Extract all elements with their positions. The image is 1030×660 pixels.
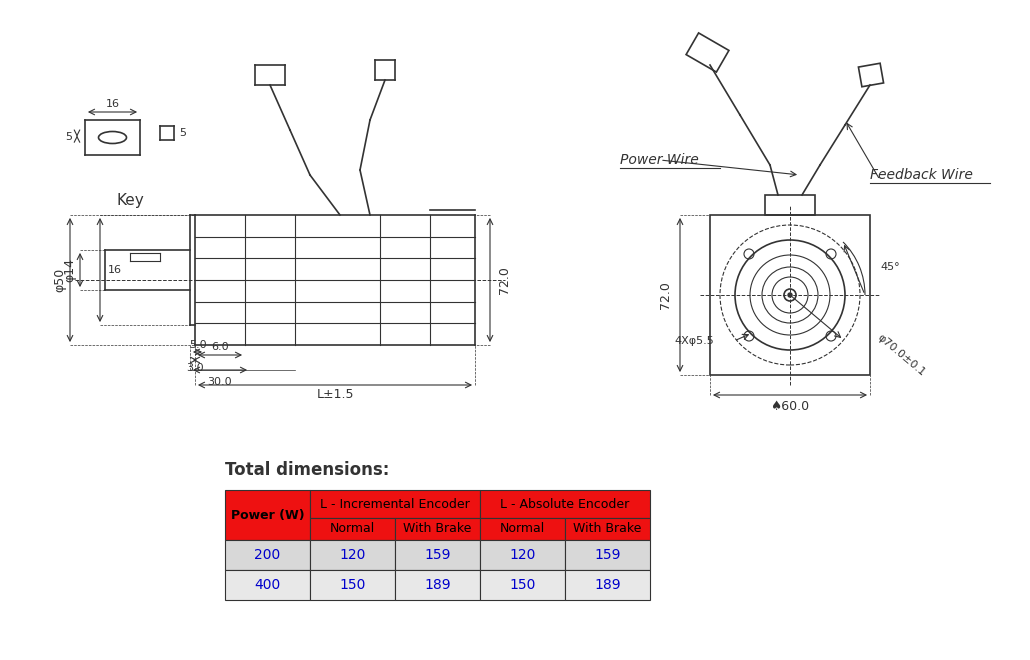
Text: With Brake: With Brake — [404, 523, 472, 535]
Text: ♠60.0: ♠60.0 — [770, 401, 810, 414]
Text: 30.0: 30.0 — [208, 377, 233, 387]
Text: 150: 150 — [339, 578, 366, 592]
Bar — [565, 540, 650, 570]
Bar — [480, 570, 565, 600]
Bar — [310, 518, 394, 540]
Text: 5: 5 — [179, 128, 186, 138]
Text: 159: 159 — [594, 548, 621, 562]
Bar — [310, 570, 394, 600]
Ellipse shape — [99, 131, 127, 143]
Text: 4Xφ5.5: 4Xφ5.5 — [675, 336, 714, 346]
Circle shape — [788, 293, 792, 297]
Text: 72.0: 72.0 — [497, 266, 511, 294]
Text: L - Incremental Encoder: L - Incremental Encoder — [320, 498, 470, 510]
Text: 16: 16 — [108, 265, 122, 275]
Text: 3.0: 3.0 — [186, 363, 204, 373]
Text: 200: 200 — [254, 548, 280, 562]
Text: Power (W): Power (W) — [231, 508, 304, 521]
Text: 150: 150 — [509, 578, 536, 592]
Text: 5: 5 — [66, 133, 72, 143]
Text: φ50: φ50 — [54, 268, 67, 292]
Text: 189: 189 — [594, 578, 621, 592]
Bar — [565, 518, 650, 540]
Text: Key: Key — [116, 193, 144, 207]
Text: 16: 16 — [105, 99, 119, 109]
Bar — [394, 518, 480, 540]
Bar — [686, 33, 729, 72]
Bar — [765, 195, 815, 215]
Text: 159: 159 — [424, 548, 451, 562]
Text: 400: 400 — [254, 578, 280, 592]
Text: φ14: φ14 — [64, 258, 76, 282]
Bar — [394, 540, 480, 570]
Bar — [225, 490, 310, 540]
Text: Total dimensions:: Total dimensions: — [225, 461, 389, 479]
Bar — [710, 215, 870, 375]
Bar — [225, 570, 310, 600]
Text: 72.0: 72.0 — [658, 281, 672, 309]
Text: With Brake: With Brake — [574, 523, 642, 535]
Text: 6.0: 6.0 — [211, 342, 229, 352]
Text: Normal: Normal — [500, 523, 545, 535]
Text: 5.0: 5.0 — [190, 340, 207, 350]
Text: L±1.5: L±1.5 — [316, 389, 353, 401]
Text: Normal: Normal — [330, 523, 375, 535]
Bar — [310, 490, 480, 518]
Bar — [565, 570, 650, 600]
Bar — [225, 540, 310, 570]
Bar — [480, 518, 565, 540]
Bar — [310, 540, 394, 570]
Text: Feedback Wire: Feedback Wire — [870, 168, 973, 182]
Text: Power Wire: Power Wire — [620, 153, 698, 167]
Text: 45°: 45° — [880, 262, 899, 272]
Bar — [858, 63, 884, 86]
Text: 120: 120 — [509, 548, 536, 562]
Text: 120: 120 — [339, 548, 366, 562]
Text: L - Absolute Encoder: L - Absolute Encoder — [501, 498, 629, 510]
Text: φ70.0±0.1: φ70.0±0.1 — [876, 332, 927, 378]
Bar — [394, 570, 480, 600]
Text: 189: 189 — [424, 578, 451, 592]
Bar — [480, 490, 650, 518]
Bar — [480, 540, 565, 570]
